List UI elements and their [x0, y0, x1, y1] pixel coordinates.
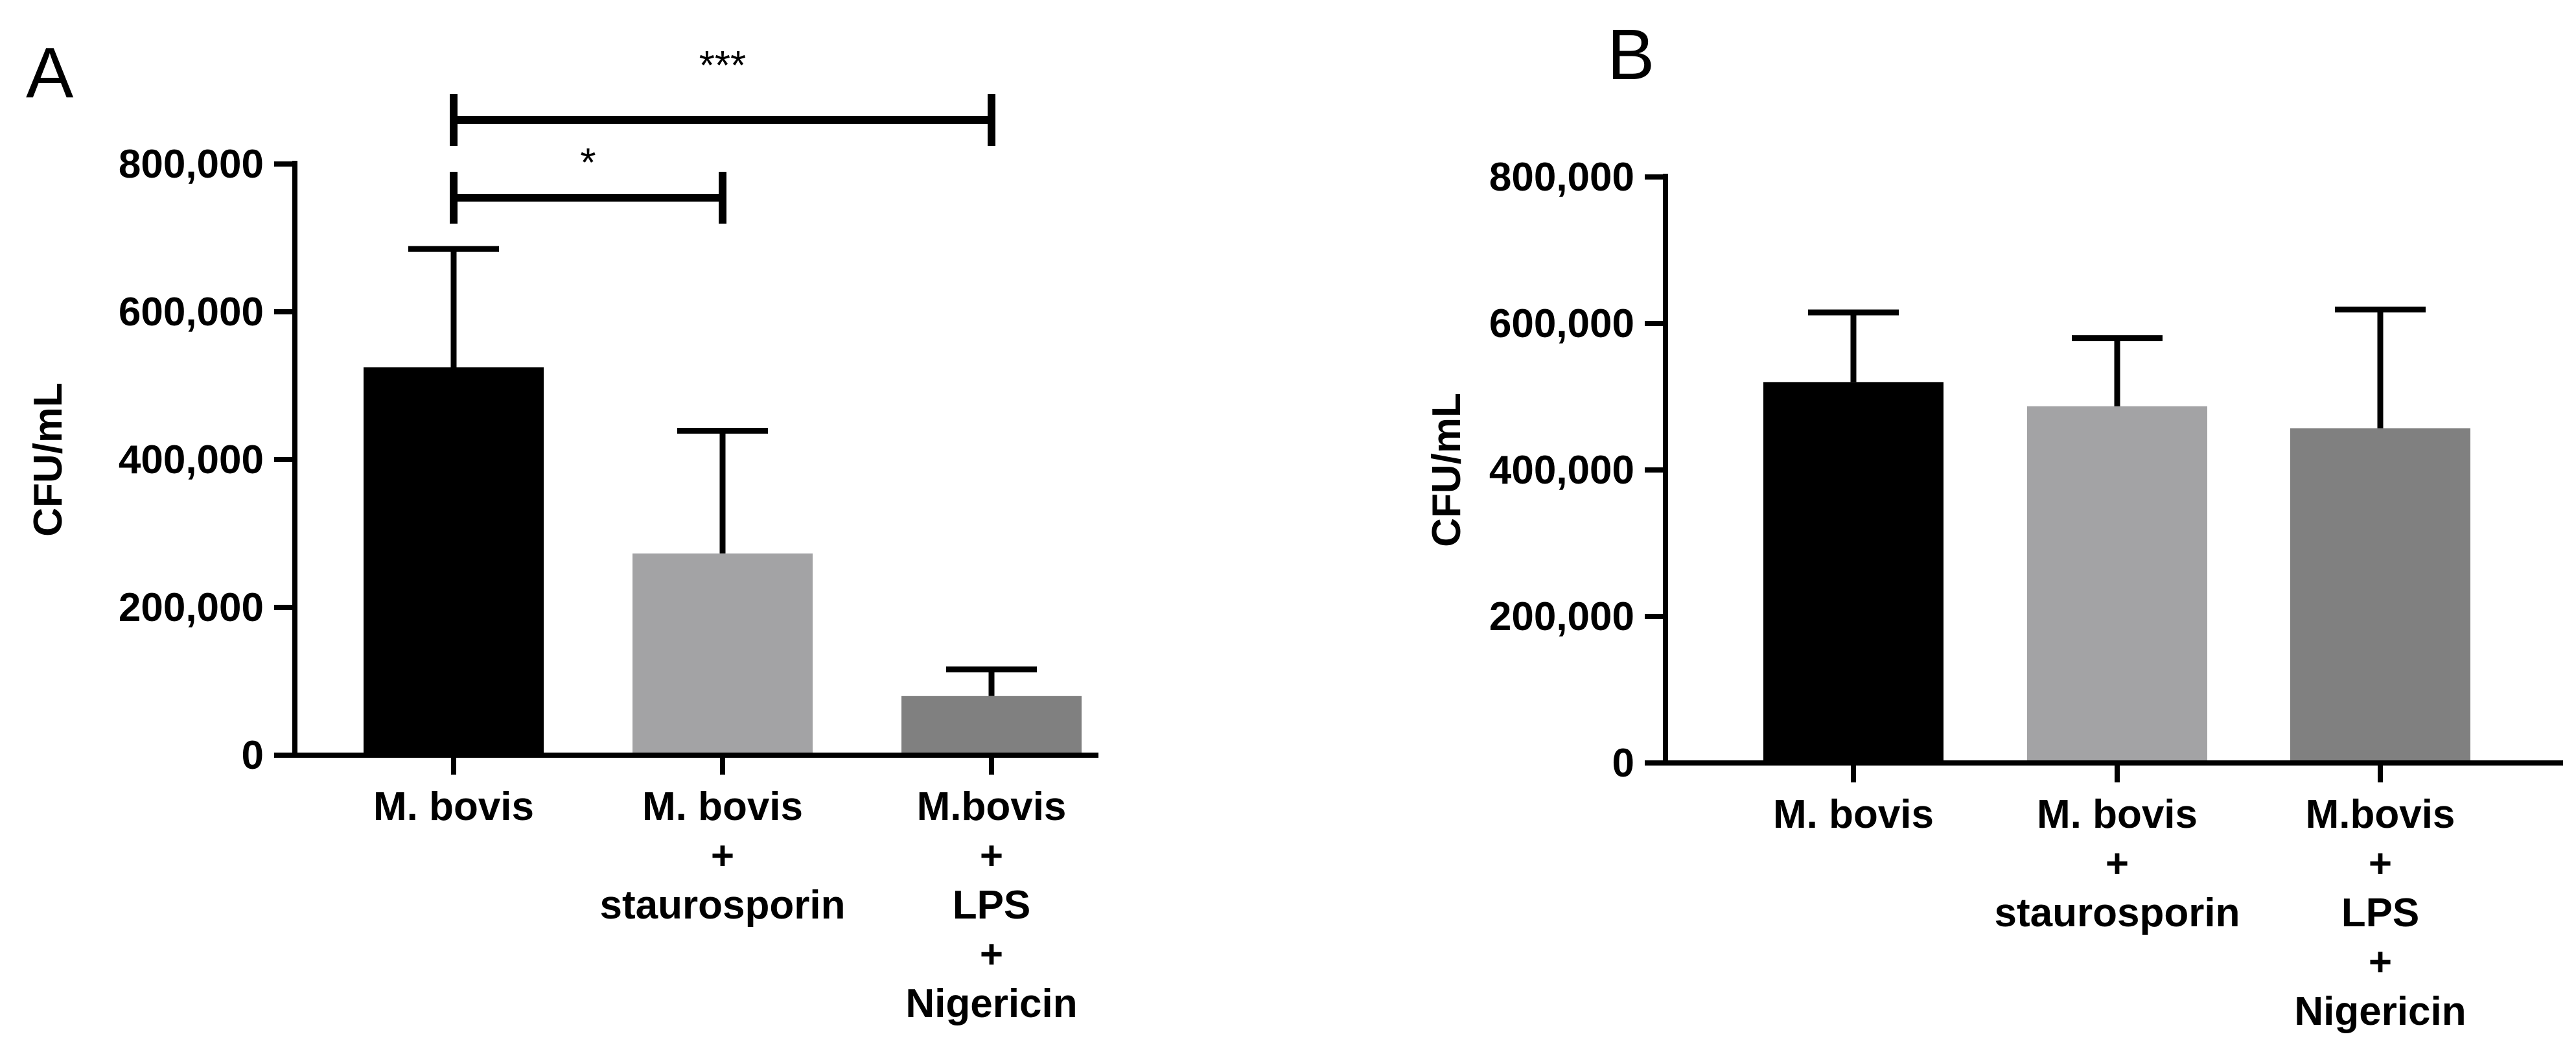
panel-label: B: [1607, 15, 1654, 95]
x-tick-label: LPS: [2341, 891, 2420, 935]
x-tick-label: +: [980, 834, 1003, 878]
x-tick-label: M.bovis: [917, 784, 1067, 829]
x-tick-label: M.bovis: [2306, 792, 2455, 837]
x-tick-label: Nigericin: [2294, 989, 2466, 1034]
x-tick-label: +: [711, 834, 734, 878]
bar: [364, 367, 544, 755]
x-tick-label: +: [980, 932, 1003, 977]
bar: [1763, 382, 1944, 763]
significance-label: ***: [699, 43, 746, 88]
x-tick-label: M. bovis: [373, 784, 534, 829]
y-axis-title: CFU/mL: [1424, 393, 1469, 547]
bar: [901, 696, 1082, 755]
x-tick-label: +: [2106, 841, 2129, 886]
bar: [2290, 428, 2470, 763]
y-tick-label: 200,000: [119, 585, 264, 630]
panel-label: A: [26, 33, 74, 113]
y-tick-label: 200,000: [1489, 594, 1634, 639]
y-tick-label: 0: [1612, 741, 1634, 786]
y-tick-label: 600,000: [1489, 301, 1634, 346]
x-tick-label: Nigericin: [905, 981, 1077, 1026]
y-axis-title: CFU/mL: [26, 382, 71, 537]
chart-panel-a: A CFU/mL 0 200,000 400,000 600,000 800,000 M. b…: [26, 33, 1098, 1026]
significance-label: *: [580, 141, 596, 185]
y-tick-label: 400,000: [1489, 448, 1634, 493]
x-tick-label: +: [2369, 940, 2392, 985]
x-tick-label: staurosporin: [600, 883, 846, 928]
x-tick-label: staurosporin: [1995, 891, 2240, 935]
y-tick-label: 600,000: [119, 290, 264, 334]
x-tick-label: M. bovis: [2037, 792, 2198, 837]
chart-panel-b: B CFU/mL 0 200,000 400,000 600,000 800,000 M. b…: [1424, 15, 2563, 1034]
x-tick-label: +: [2369, 841, 2392, 886]
y-tick-label: 800,000: [119, 142, 264, 187]
y-tick-label: 0: [242, 733, 264, 778]
x-tick-label: M. bovis: [642, 784, 803, 829]
y-tick-label: 800,000: [1489, 155, 1634, 200]
bar: [2027, 406, 2207, 763]
bar: [632, 553, 813, 755]
y-tick-label: 400,000: [119, 438, 264, 482]
x-tick-label: LPS: [953, 883, 1031, 928]
x-tick-label: M. bovis: [1773, 792, 1934, 837]
